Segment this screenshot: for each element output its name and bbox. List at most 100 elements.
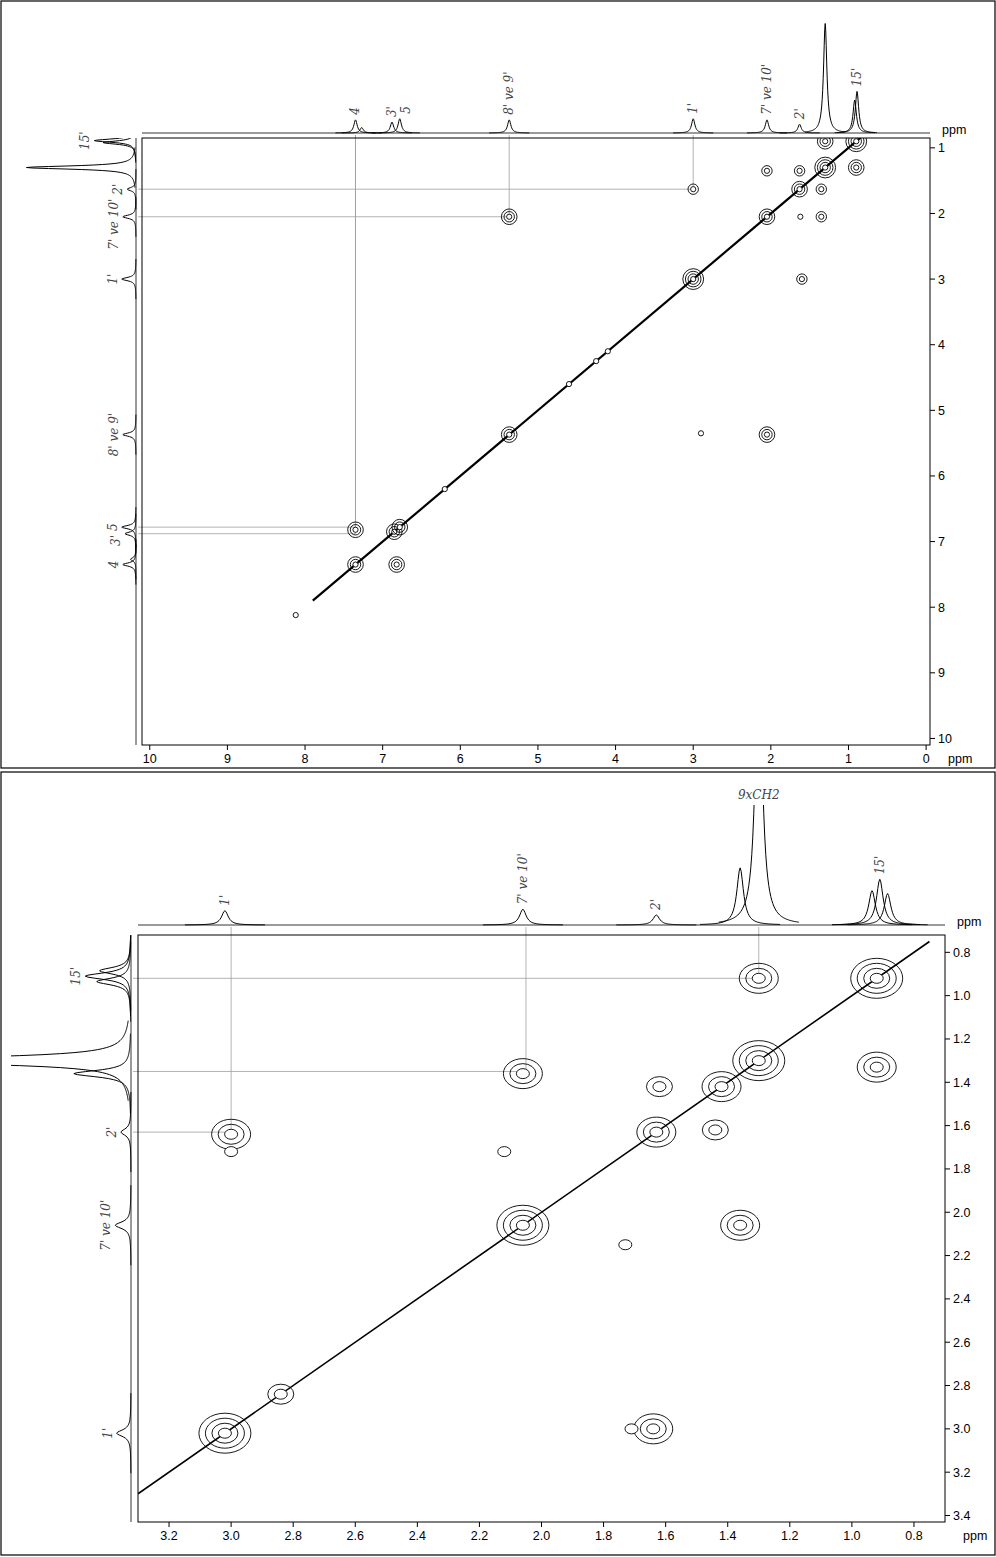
y-tick	[930, 410, 935, 411]
y-tick-label: 1.6	[953, 1119, 970, 1133]
x-tick-label: 10	[143, 752, 157, 766]
peak	[832, 891, 912, 925]
x-tick-label: 1.6	[657, 1529, 674, 1543]
cross-peak	[798, 214, 803, 219]
cross-peak	[212, 1119, 251, 1149]
peak-label: 7' ve 10'	[516, 853, 530, 904]
contour	[640, 1419, 666, 1439]
x-tick	[913, 1522, 914, 1527]
cross-peak	[759, 209, 775, 225]
top-spectrum	[336, 23, 878, 132]
guide-line	[525, 927, 526, 1071]
x-axis-title: ppm	[948, 752, 972, 766]
contour	[762, 429, 772, 439]
contour	[819, 214, 824, 219]
contour	[762, 166, 772, 176]
contour	[691, 276, 696, 281]
contour	[721, 1210, 760, 1240]
contour	[798, 214, 803, 219]
x-tick-label: 7	[379, 752, 386, 766]
contour	[353, 527, 358, 532]
cross-peak	[293, 612, 298, 617]
y-tick	[930, 475, 935, 476]
x-tick	[305, 745, 306, 750]
side-label: 1'	[101, 1428, 115, 1439]
contour	[497, 1205, 549, 1245]
cross-peak	[637, 1117, 676, 1147]
contour	[392, 519, 408, 535]
y-tick-label: 3	[938, 273, 945, 287]
contour	[268, 1384, 294, 1404]
contour	[715, 1082, 728, 1092]
contour	[820, 162, 830, 172]
side-label: 2'	[111, 184, 125, 196]
cross-peak	[389, 557, 405, 573]
x-tick	[665, 1522, 666, 1527]
contour	[394, 562, 399, 567]
peak-label: 8' ve 9'	[502, 71, 516, 114]
x-tick-label: 2.8	[284, 1529, 301, 1543]
contour	[733, 1041, 785, 1081]
y-tick	[945, 1515, 950, 1516]
cross-peak	[503, 1059, 542, 1089]
contour	[709, 1077, 735, 1097]
y-tick-label: 9	[938, 666, 945, 680]
peak	[489, 120, 529, 133]
y-tick	[930, 147, 935, 148]
peak-label: 7' ve 10'	[760, 64, 774, 115]
chart: 10987654321012345678910ppmppm43'58' ve 9…	[0, 0, 996, 1557]
guide-line	[138, 533, 355, 534]
y-tick	[945, 1212, 950, 1213]
contour	[817, 160, 833, 176]
y-tick	[945, 1428, 950, 1429]
side-peak	[115, 1185, 131, 1265]
contour	[797, 168, 802, 173]
x-tick	[417, 1522, 418, 1527]
contour	[870, 973, 883, 983]
contour	[709, 1125, 722, 1135]
contour	[688, 274, 698, 284]
contour	[653, 1082, 666, 1092]
y-tick	[945, 1168, 950, 1169]
page: {"chart_data": [ {"type": "cosy", "x_lab…	[0, 0, 996, 1557]
contour	[199, 1413, 251, 1453]
peak	[380, 119, 420, 133]
panel-border	[1, 1, 995, 768]
contour	[794, 166, 804, 176]
side-label: 15'	[78, 131, 92, 150]
x-tick-label: 3.2	[160, 1529, 177, 1543]
peak	[185, 911, 265, 925]
y-tick-label: 8	[938, 601, 945, 615]
x-tick	[693, 745, 694, 750]
contour	[857, 963, 896, 993]
y-tick	[930, 213, 935, 214]
contour	[389, 557, 405, 573]
cross-peak	[683, 269, 704, 290]
y-tick	[945, 1038, 950, 1039]
contour	[643, 1122, 669, 1142]
y-tick	[945, 952, 950, 953]
y-tick-label: 0.8	[953, 946, 970, 960]
contour	[504, 212, 514, 222]
contour	[764, 432, 769, 437]
contour	[225, 1129, 238, 1139]
contour	[650, 1127, 663, 1137]
diagonal	[313, 138, 888, 601]
contour	[647, 1424, 660, 1434]
y-tick	[945, 1298, 950, 1299]
side-peak	[131, 539, 136, 579]
x-tick-label: 1	[845, 752, 852, 766]
x-tick-label: 2.0	[533, 1529, 550, 1543]
peak-label: 1'	[686, 103, 700, 114]
contour	[685, 271, 701, 287]
cross-peak	[817, 138, 833, 149]
cross-peak	[816, 184, 826, 194]
side-peak	[122, 507, 136, 547]
contour	[816, 184, 826, 194]
y-tick	[945, 1385, 950, 1386]
side-peak	[123, 545, 136, 585]
x-tick	[789, 1522, 790, 1527]
cross-peak	[815, 157, 836, 178]
peak	[837, 91, 877, 132]
peak-label: 15'	[850, 68, 864, 87]
